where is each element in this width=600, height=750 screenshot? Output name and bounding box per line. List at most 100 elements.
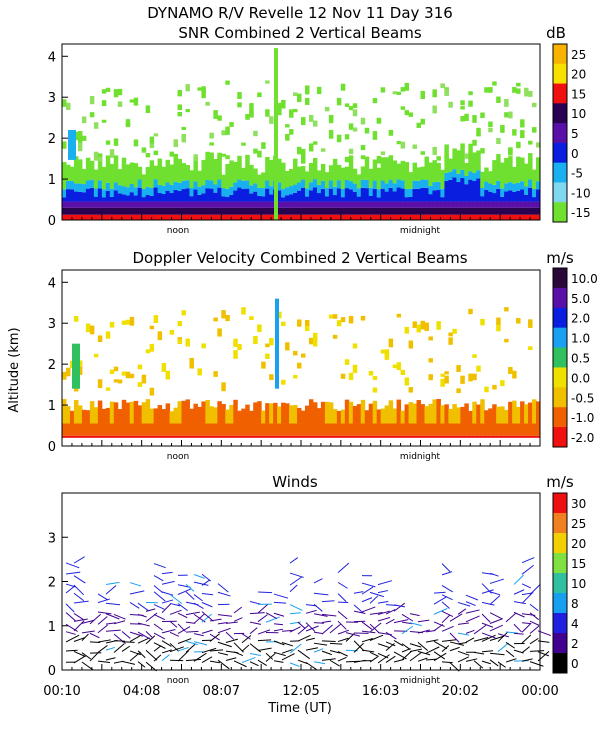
snr-cell: [448, 101, 453, 108]
wind-barb: [385, 618, 395, 625]
doppler-cell: [245, 423, 250, 436]
winds-colorbar-unit: m/s: [546, 473, 574, 491]
doppler-cell: [464, 403, 469, 424]
wind-barb: [369, 591, 385, 598]
snr-cell: [169, 201, 175, 208]
wind-barb: [433, 621, 445, 627]
snr-cell: [153, 133, 159, 137]
snr-cell: [249, 207, 254, 215]
doppler-cell: [193, 403, 198, 424]
snr-cell: [524, 207, 529, 215]
snr-cell: [436, 156, 441, 161]
snr-cell: [245, 188, 250, 202]
doppler-cell: [380, 349, 386, 354]
wind-barb: [521, 557, 535, 564]
doppler-cell: [275, 298, 279, 389]
doppler-cell: [516, 423, 521, 436]
doppler-cell: [444, 435, 449, 438]
wind-barb: [281, 649, 293, 654]
doppler-cell: [332, 334, 338, 339]
doppler-cell: [109, 369, 115, 375]
wind-barb: [161, 591, 174, 596]
doppler-cell: [293, 405, 298, 424]
snr-cell: [161, 207, 167, 215]
snr-cell: [472, 139, 477, 146]
snr-cell: [169, 207, 175, 215]
wind-barb: [89, 653, 98, 662]
wind-barb: [329, 642, 343, 645]
doppler-cell: [97, 400, 103, 424]
doppler-cell: [308, 435, 314, 438]
snr-cell: [460, 207, 465, 215]
doppler-cell: [77, 435, 83, 438]
snr-cell: [145, 167, 151, 187]
wind-barb: [209, 618, 222, 622]
wind-barb: [473, 651, 485, 655]
snr-cell: [229, 207, 234, 215]
wind-barb: [521, 622, 532, 625]
wind-barb: [497, 633, 509, 638]
wind-barb: [489, 612, 503, 620]
wind-barb: [313, 631, 323, 635]
doppler-cell: [205, 399, 210, 424]
snr-cell: [105, 140, 111, 145]
snr-cell: [328, 207, 334, 215]
doppler-cell: [141, 402, 147, 424]
wind-barb: [329, 659, 340, 667]
wind-barb: [249, 661, 259, 667]
snr-cell: [221, 196, 226, 202]
snr-cell: [117, 169, 123, 186]
snr-cell: [241, 214, 246, 220]
snr-cell: [125, 207, 131, 215]
colorbar-label: 15: [571, 557, 586, 571]
snr-cell: [428, 201, 433, 208]
wind-barb: [361, 582, 376, 588]
snr-cell: [249, 201, 254, 208]
snr-cell: [468, 179, 473, 202]
wind-barb: [137, 650, 146, 659]
colorbar-swatch: [553, 593, 567, 614]
snr-cell: [281, 189, 286, 198]
wind-barb: [185, 591, 195, 600]
colorbar-swatch: [553, 387, 567, 408]
doppler-cell: [101, 423, 107, 436]
snr-cell: [340, 167, 346, 189]
snr-cell: [173, 181, 179, 190]
wind-barb: [433, 652, 447, 662]
snr-cell: [81, 207, 87, 215]
snr-cell: [125, 187, 131, 196]
wind-barb: [401, 613, 414, 622]
snr-cell: [500, 124, 505, 133]
wind-barb: [89, 632, 100, 639]
doppler-cell: [77, 423, 83, 436]
doppler-cell: [221, 310, 226, 319]
snr-cell: [532, 197, 537, 202]
snr-cell: [65, 189, 71, 202]
doppler-cell: [141, 435, 147, 438]
snr-cell: [384, 207, 390, 215]
doppler-cell: [241, 423, 246, 436]
snr-cell: [380, 157, 386, 181]
snr-cell: [105, 201, 111, 208]
snr-cell: [304, 171, 310, 189]
doppler-cell: [105, 387, 111, 391]
snr-cell: [476, 214, 481, 220]
doppler-cell: [344, 359, 350, 365]
wind-barb: [225, 621, 238, 624]
snr-cell: [197, 170, 202, 187]
snr-cell: [332, 195, 338, 202]
doppler-cell: [416, 435, 421, 438]
doppler-cell: [424, 423, 429, 436]
snr-cell: [472, 214, 477, 220]
snr-cell: [304, 97, 310, 105]
doppler-cell: [265, 423, 270, 436]
wind-barb: [65, 562, 80, 569]
doppler-cell: [233, 350, 238, 359]
doppler-cell: [165, 403, 171, 424]
snr-cell: [141, 188, 147, 198]
y-tick-label: 1: [48, 620, 56, 635]
y-tick-label: 2: [48, 358, 56, 373]
snr-cell: [516, 156, 521, 183]
doppler-cell: [432, 423, 437, 436]
snr-cell: [125, 195, 131, 202]
